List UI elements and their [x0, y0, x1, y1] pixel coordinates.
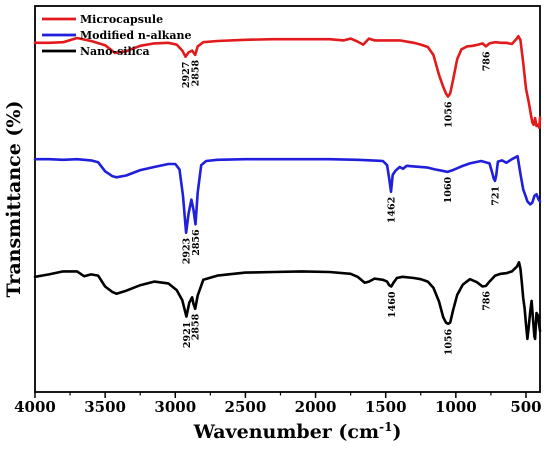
peak-label: 2921	[182, 322, 193, 348]
x-axis-label-end: )	[392, 421, 401, 443]
y-axis-label: Transmittance (%)	[3, 101, 25, 298]
x-axis-label-sup: -1	[379, 420, 392, 434]
peak-label: 2856	[191, 229, 202, 256]
x-tick-label: 3000	[154, 398, 196, 416]
peak-label: 786	[481, 51, 492, 71]
peak-label: 2927	[181, 62, 192, 88]
x-tick-label: 3500	[84, 398, 126, 416]
x-axis-label-main: Wavenumber (cm	[193, 421, 380, 443]
x-tick-label: 500	[510, 398, 541, 416]
x-tick-label: 2500	[225, 398, 267, 416]
legend-label: Modified n-alkane	[80, 29, 192, 42]
series-line-nano-silica	[33, 261, 542, 341]
x-axis-label: Wavenumber (cm-1)	[193, 420, 402, 443]
peak-label: 1462	[386, 197, 397, 223]
series-line-microcapsule	[33, 34, 542, 130]
legend-label: Microcapsule	[80, 13, 163, 26]
peak-label: 1060	[443, 177, 454, 204]
peak-label: 2923	[182, 238, 193, 264]
peak-label: 786	[481, 291, 492, 311]
peak-label: 1056	[444, 328, 455, 355]
plot-frame	[34, 5, 541, 393]
peak-label: 2858	[191, 60, 202, 87]
peak-label: 1460	[387, 291, 398, 318]
series-line-modified-n-alkane	[33, 154, 542, 235]
x-tick-label: 1500	[365, 398, 407, 416]
peak-label: 721	[491, 186, 502, 206]
peak-label: 1056	[443, 101, 454, 128]
x-tick-label: 4000	[14, 398, 56, 416]
peak-label: 2858	[191, 313, 202, 340]
legend-label: Nano-silica	[80, 45, 150, 58]
x-tick-label: 2000	[295, 398, 337, 416]
x-tick-label: 1000	[435, 398, 477, 416]
